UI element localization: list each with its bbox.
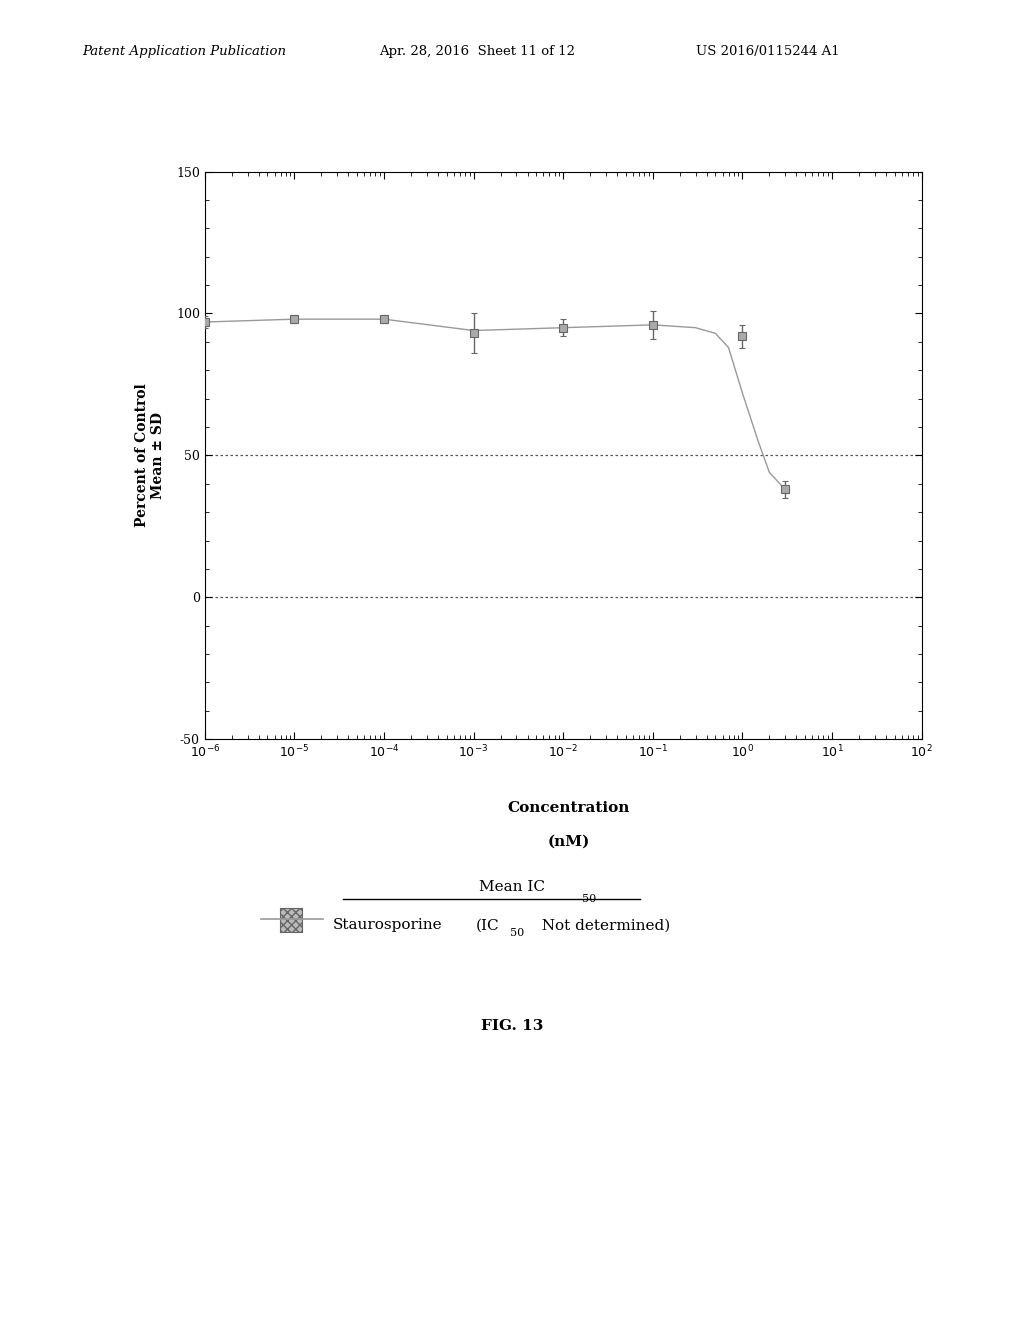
Text: Patent Application Publication: Patent Application Publication: [82, 45, 286, 58]
Text: Not determined): Not determined): [532, 919, 671, 932]
Y-axis label: Percent of Control
Mean ± SD: Percent of Control Mean ± SD: [134, 384, 165, 527]
Text: 50: 50: [582, 894, 596, 904]
Text: FIG. 13: FIG. 13: [481, 1019, 543, 1032]
Text: Staurosporine: Staurosporine: [333, 919, 442, 932]
Text: Concentration: Concentration: [507, 801, 630, 814]
Text: 50: 50: [510, 928, 524, 939]
Text: Mean IC: Mean IC: [479, 880, 545, 894]
Text: (IC: (IC: [476, 919, 500, 932]
Text: (nM): (nM): [547, 836, 590, 849]
Text: US 2016/0115244 A1: US 2016/0115244 A1: [696, 45, 840, 58]
Text: Apr. 28, 2016  Sheet 11 of 12: Apr. 28, 2016 Sheet 11 of 12: [379, 45, 574, 58]
